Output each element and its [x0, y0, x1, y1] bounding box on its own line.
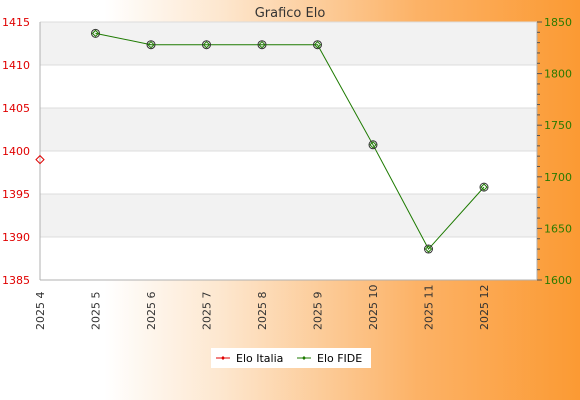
left-axis-tick-label: 1405: [2, 102, 30, 115]
data-point-marker: [424, 245, 433, 253]
right-axis-tick-label: 1650: [544, 222, 572, 235]
right-axis-tick-label: 1850: [544, 16, 572, 29]
legend-marker: [302, 356, 306, 360]
data-point: [424, 244, 433, 254]
series-line: [95, 32, 485, 250]
right-axis-tick-label: 1700: [544, 171, 572, 184]
legend-marker: [221, 356, 225, 360]
x-axis-tick-label: 2025 8: [256, 292, 269, 331]
x-axis-tick-label: 2025 6: [145, 292, 158, 331]
x-axis-tick-label: 2025 4: [34, 292, 47, 331]
x-axis-tick-label: 2025 12: [478, 285, 491, 331]
legend-label: Elo Italia: [236, 352, 283, 365]
right-axis-tick-label: 1800: [544, 68, 572, 81]
data-point: [313, 40, 322, 50]
chart-title: Grafico Elo: [255, 6, 326, 21]
axes: [39, 21, 542, 281]
data-point: [91, 28, 100, 38]
left-axis-tick-label: 1410: [2, 59, 30, 72]
plot-band: [40, 194, 537, 237]
legend-box: [211, 348, 371, 368]
data-point-marker: [91, 29, 100, 38]
x-axis-tick-label: 2025 9: [312, 292, 325, 331]
data-point: [202, 40, 211, 50]
right-axis-tick-label: 1600: [544, 274, 572, 287]
left-axis-tick-label: 1400: [2, 145, 30, 158]
data-point: [35, 154, 45, 165]
series-group: [35, 28, 489, 254]
legend: Elo Italia Elo FIDE: [211, 348, 371, 368]
x-axis-tick-label: 2025 10: [367, 285, 380, 331]
data-point-marker: [258, 40, 266, 49]
data-point-marker: [147, 40, 155, 49]
data-point-marker: [202, 40, 211, 49]
data-point: [368, 140, 378, 150]
data-point-marker: [313, 40, 322, 49]
tick-labels: 1385 1390 1395 1400 1405 1410 1415 1600 1650 1700…: [2, 16, 572, 330]
left-axis-tick-label: 1385: [2, 274, 30, 287]
plot-band: [40, 108, 537, 151]
plot-band: [40, 22, 537, 65]
data-point: [257, 40, 267, 50]
x-axis-tick-label: 2025 5: [90, 292, 103, 331]
x-axis-tick-label: 2025 11: [423, 285, 436, 331]
data-point-marker: [480, 183, 488, 191]
left-axis-tick-label: 1390: [2, 231, 30, 244]
data-point-marker: [369, 141, 377, 149]
left-axis-tick-label: 1415: [2, 16, 30, 29]
left-axis-tick-label: 1395: [2, 188, 30, 201]
data-point: [479, 182, 489, 192]
x-axis-tick-label: 2025 7: [201, 292, 214, 331]
legend-label: Elo FIDE: [317, 352, 362, 365]
right-axis-tick-label: 1750: [544, 119, 572, 132]
plot-bands: [40, 22, 537, 237]
data-point: [146, 40, 156, 50]
